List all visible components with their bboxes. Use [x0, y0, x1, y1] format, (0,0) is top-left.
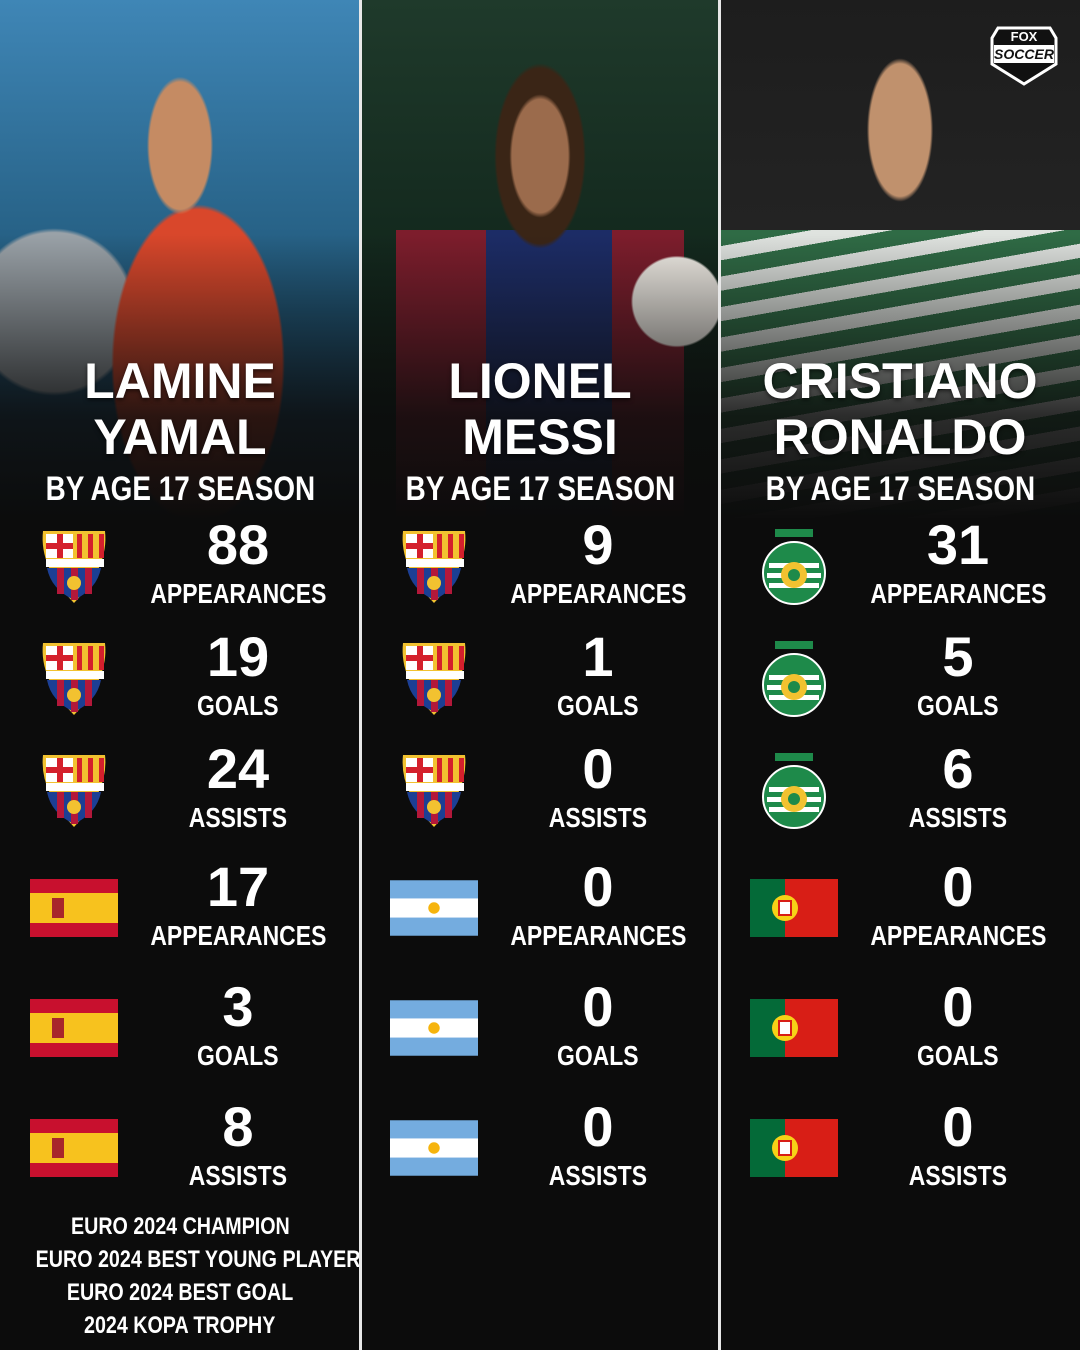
season-subtitle: BY AGE 17 SEASON — [45, 470, 315, 508]
stat-value: 5 — [942, 625, 974, 688]
player-first-name: CRISTIANO — [762, 353, 1038, 409]
fc-barcelona-crest-icon — [30, 638, 118, 718]
stat-label: GOALS — [917, 690, 999, 721]
stat-value: 0 — [582, 737, 614, 800]
stat-label: APPEARANCES — [149, 920, 327, 951]
stat-value: 3 — [222, 975, 254, 1038]
fox-soccer-logo: FOX SOCCER — [990, 26, 1058, 86]
logo-text-top: FOX — [1011, 29, 1038, 44]
stat-value: 0 — [942, 855, 974, 918]
stat-label: ASSISTS — [188, 1160, 288, 1191]
argentina-flag-icon — [390, 988, 478, 1068]
spain-flag-icon — [30, 988, 118, 1068]
player-last-name: YAMAL — [93, 409, 267, 465]
spain-flag-icon — [30, 868, 118, 948]
stat-label: ASSISTS — [188, 802, 288, 833]
stat-value: 1 — [582, 625, 614, 688]
argentina-flag-icon — [390, 1108, 478, 1188]
stat-label: GOALS — [917, 1040, 999, 1071]
stat-label: GOALS — [557, 1040, 639, 1071]
stat-row: 9 APPEARANCES — [360, 516, 720, 616]
stat-value: 0 — [942, 1095, 974, 1158]
season-subtitle: BY AGE 17 SEASON — [405, 470, 675, 508]
player-photo — [360, 0, 720, 520]
stat-row: 31 APPEARANCES — [720, 516, 1080, 616]
stat-value: 0 — [582, 1095, 614, 1158]
player-column-cristiano-ronaldo: CRISTIANO RONALDO BY AGE 17 SEASON 31 AP… — [720, 0, 1080, 1350]
fc-barcelona-crest-icon — [30, 750, 118, 830]
stat-label: GOALS — [197, 690, 279, 721]
fc-barcelona-crest-icon — [390, 638, 478, 718]
stat-row: 5 GOALS — [720, 628, 1080, 728]
player-column-lamine-yamal: LAMINE YAMAL BY AGE 17 SEASON 88 APPEARA… — [0, 0, 360, 1350]
honor-item: 2024 KOPA TROPHY — [84, 1312, 276, 1339]
season-subtitle: BY AGE 17 SEASON — [765, 470, 1035, 508]
stat-label: ASSISTS — [548, 802, 648, 833]
stat-label: APPEARANCES — [149, 578, 327, 609]
fc-barcelona-crest-icon — [30, 526, 118, 606]
player-first-name: LIONEL — [448, 353, 632, 409]
stat-label: APPEARANCES — [869, 920, 1047, 951]
stat-label: GOALS — [197, 1040, 279, 1071]
stat-row: 0 GOALS — [360, 978, 720, 1078]
stat-row: 0 ASSISTS — [360, 740, 720, 840]
portugal-flag-icon — [750, 988, 838, 1068]
column-divider — [718, 0, 721, 1350]
sporting-cp-crest-icon — [750, 750, 838, 830]
stat-row: 8 ASSISTS — [0, 1098, 360, 1198]
player-photo — [0, 0, 360, 520]
stat-row: 88 APPEARANCES — [0, 516, 360, 616]
stat-value: 19 — [206, 625, 270, 688]
stat-value: 31 — [926, 513, 990, 576]
stat-label: APPEARANCES — [509, 920, 687, 951]
player-column-lionel-messi: LIONEL MESSI BY AGE 17 SEASON 9 APPEARAN… — [360, 0, 720, 1350]
stat-label: APPEARANCES — [509, 578, 687, 609]
player-photo — [720, 0, 1080, 520]
stat-row: 24 ASSISTS — [0, 740, 360, 840]
honor-item: EURO 2024 BEST YOUNG PLAYER — [35, 1246, 360, 1273]
sporting-cp-crest-icon — [750, 526, 838, 606]
logo-text-bottom: SOCCER — [994, 46, 1055, 62]
stat-row: 19 GOALS — [0, 628, 360, 728]
stat-row: 1 GOALS — [360, 628, 720, 728]
stat-row: 0 ASSISTS — [720, 1098, 1080, 1198]
stat-value: 88 — [206, 513, 270, 576]
stat-label: APPEARANCES — [869, 578, 1047, 609]
stat-value: 8 — [222, 1095, 254, 1158]
stat-label: GOALS — [557, 690, 639, 721]
player-first-name: LAMINE — [84, 353, 276, 409]
spain-flag-icon — [30, 1108, 118, 1188]
stat-value: 9 — [582, 513, 614, 576]
portugal-flag-icon — [750, 1108, 838, 1188]
stat-value: 0 — [942, 975, 974, 1038]
argentina-flag-icon — [390, 868, 478, 948]
player-last-name: RONALDO — [773, 409, 1027, 465]
portugal-flag-icon — [750, 868, 838, 948]
stat-row: 0 APPEARANCES — [720, 858, 1080, 958]
stat-value: 6 — [942, 737, 974, 800]
fc-barcelona-crest-icon — [390, 750, 478, 830]
sporting-cp-crest-icon — [750, 638, 838, 718]
stat-value: 17 — [206, 855, 270, 918]
player-last-name: MESSI — [462, 409, 618, 465]
stat-value: 0 — [582, 855, 614, 918]
honor-item: EURO 2024 BEST GOAL — [66, 1279, 294, 1306]
stat-value: 24 — [206, 737, 270, 800]
stat-row: 6 ASSISTS — [720, 740, 1080, 840]
stat-label: ASSISTS — [548, 1160, 648, 1191]
fc-barcelona-crest-icon — [390, 526, 478, 606]
stat-row: 17 APPEARANCES — [0, 858, 360, 958]
stat-value: 0 — [582, 975, 614, 1038]
stat-row: 0 ASSISTS — [360, 1098, 720, 1198]
stat-label: ASSISTS — [908, 1160, 1008, 1191]
honor-item: EURO 2024 CHAMPION — [70, 1213, 290, 1240]
stat-row: 3 GOALS — [0, 978, 360, 1078]
stat-row: 0 GOALS — [720, 978, 1080, 1078]
stat-label: ASSISTS — [908, 802, 1008, 833]
stat-row: 0 APPEARANCES — [360, 858, 720, 958]
column-divider — [359, 0, 362, 1350]
